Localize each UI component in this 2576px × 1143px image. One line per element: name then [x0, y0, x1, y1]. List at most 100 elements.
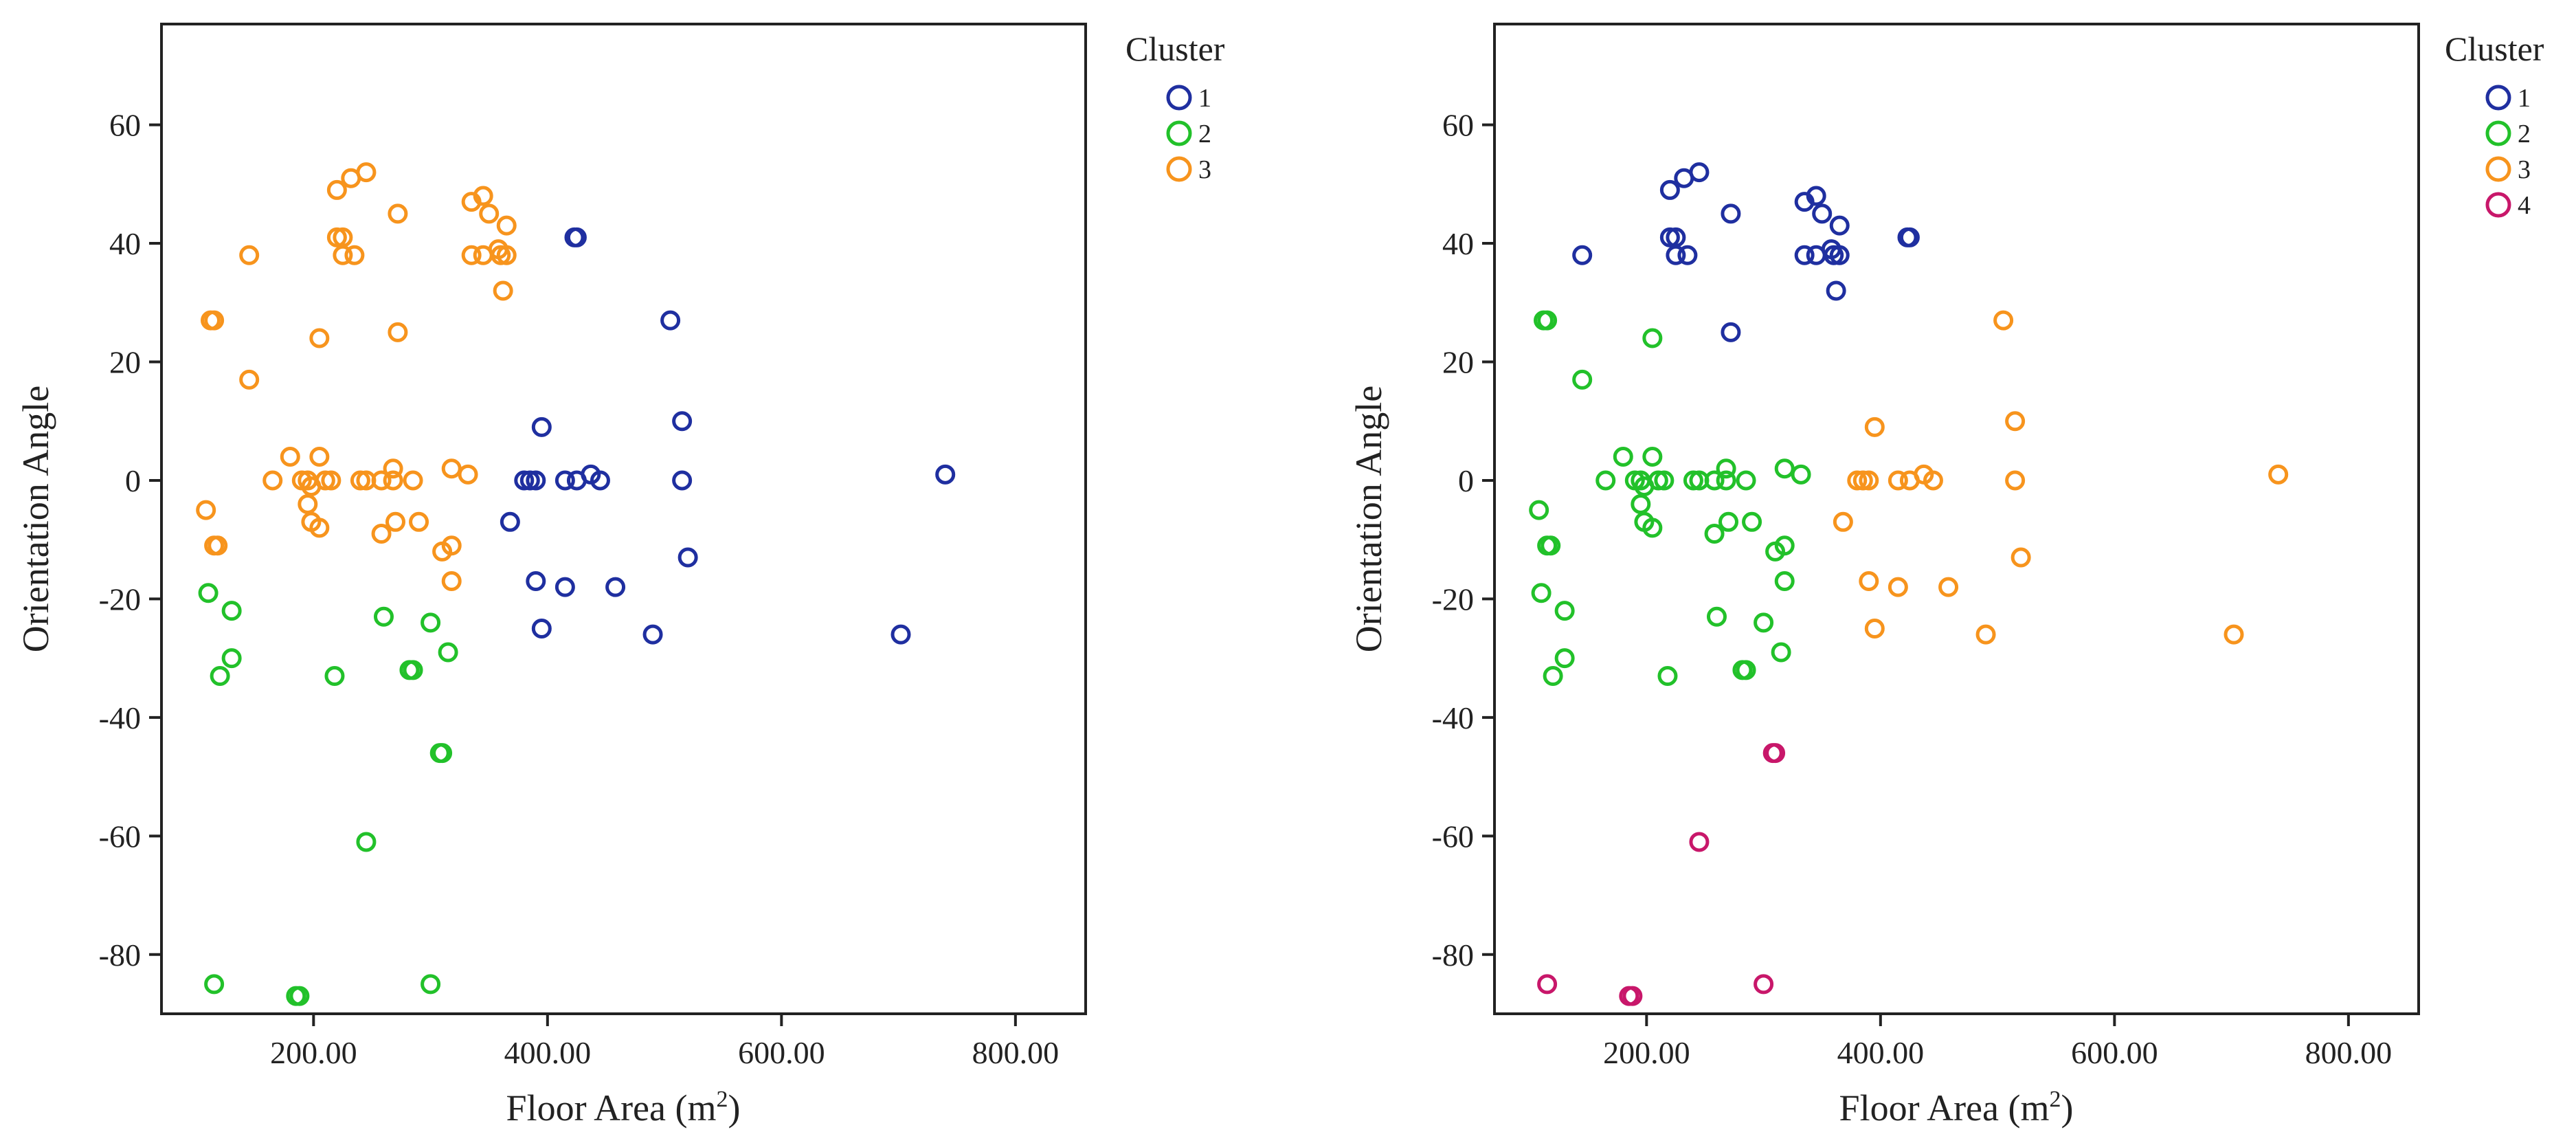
data-point-cluster-1	[1666, 245, 1686, 265]
data-point-cluster-3	[262, 470, 283, 491]
data-point-cluster-2	[1736, 470, 1756, 491]
data-point-cluster-2	[1754, 612, 1774, 633]
data-point-cluster-1	[500, 511, 520, 532]
data-point-cluster-1	[891, 624, 911, 645]
legend-label: 3	[2518, 155, 2531, 184]
legend-marker	[1166, 85, 1192, 111]
data-point-cluster-3	[1864, 619, 1885, 639]
data-point-cluster-1	[1829, 245, 1850, 265]
data-point-cluster-3	[432, 541, 453, 562]
y-tick-label: -60	[99, 819, 141, 854]
legend-marker	[2485, 85, 2511, 111]
data-point-cluster-3	[1833, 511, 1853, 532]
legend-marker	[1166, 156, 1192, 182]
scatter-chart-right: 200.00 400.00 600.00 800.00 -80 -60 -40 -20 0 20 4…	[1348, 23, 2544, 1129]
x-tick-label: 800.00	[972, 1035, 1060, 1070]
data-point-cluster-3	[341, 168, 361, 188]
data-point-cluster-3	[496, 245, 517, 265]
scatter-chart-left: 200.00 400.00 600.00 800.00 -80 -60 -40 -20 0 20 4…	[15, 23, 1225, 1129]
data-point-cluster-3	[1993, 310, 2014, 331]
y-tick-label: 40	[109, 226, 141, 261]
data-point-cluster-4	[1622, 986, 1643, 1006]
legend: 1 2 3	[1166, 84, 1211, 184]
data-point-cluster-3	[491, 245, 511, 265]
data-point-cluster-2	[1543, 666, 1563, 687]
data-point-cluster-2	[1716, 470, 1736, 491]
data-point-cluster-2	[421, 612, 441, 633]
x-tick-label: 200.00	[1603, 1035, 1690, 1070]
data-point-cluster-3	[309, 446, 330, 467]
legend-label: 2	[2518, 120, 2531, 148]
data-point-cluster-3	[196, 500, 216, 520]
data-point-cluster-2	[1642, 446, 1663, 467]
legend-marker	[2485, 120, 2511, 146]
tick-layer: 200.00 400.00 600.00 800.00 -80 -60 -40 -20 0 20 4…	[1432, 108, 2392, 1070]
data-point-cluster-1	[1659, 179, 1680, 200]
data-point-cluster-3	[333, 245, 353, 265]
data-point-cluster-1	[555, 577, 575, 597]
data-point-cluster-3	[496, 215, 517, 236]
data-point-cluster-1	[1824, 245, 1844, 265]
data-point-cluster-3	[385, 511, 406, 532]
data-point-cluster-3	[1923, 470, 1943, 491]
data-point-cluster-1	[605, 577, 626, 597]
x-tick-label: 800.00	[2305, 1035, 2393, 1070]
data-point-cluster-1	[1674, 168, 1694, 188]
data-point-cluster-2	[1654, 470, 1675, 491]
tick-layer: 200.00 400.00 600.00 800.00 -80 -60 -40 -20 0 20 4…	[99, 108, 1059, 1070]
y-tick-label: 0	[125, 463, 141, 498]
data-point-cluster-3	[309, 328, 330, 348]
data-point-cluster-2	[1572, 369, 1593, 390]
data-point-cluster-2	[1613, 446, 1633, 467]
data-point-cluster-4	[1765, 743, 1786, 764]
data-point-cluster-1	[1721, 203, 1741, 224]
data-point-cluster-1	[1659, 227, 1680, 247]
data-point-cluster-1	[1677, 245, 1698, 265]
data-point-cluster-3	[208, 535, 228, 556]
y-tick-label: 20	[1442, 344, 1474, 379]
data-point-cluster-4	[1537, 974, 1558, 995]
data-point-cluster-2	[421, 974, 441, 995]
data-point-cluster-2	[1771, 642, 1791, 663]
data-point-cluster-2	[1704, 524, 1725, 544]
y-tick-label: -20	[1432, 581, 1474, 617]
data-point-cluster-2	[1541, 535, 1561, 556]
data-point-cluster-3	[2224, 624, 2244, 645]
y-tick-label: -40	[99, 700, 141, 735]
legend: 1 2 3 4	[2485, 84, 2531, 220]
data-point-cluster-1	[531, 619, 552, 639]
data-point-cluster-2	[1742, 511, 1762, 532]
data-point-cluster-1	[526, 470, 546, 491]
data-point-cluster-2	[356, 832, 377, 852]
data-point-cluster-3	[1938, 577, 1959, 597]
legend-marker	[2485, 156, 2511, 182]
data-point-cluster-1	[642, 624, 663, 645]
x-tick-label: 200.00	[270, 1035, 357, 1070]
data-point-cluster-3	[301, 476, 322, 497]
data-point-cluster-1	[519, 470, 540, 491]
legend-item-2: 2	[2485, 120, 2531, 148]
data-point-cluster-3	[1864, 417, 1885, 437]
data-point-cluster-2	[324, 666, 345, 687]
x-tick-label: 600.00	[2071, 1035, 2158, 1070]
plot-frame	[160, 23, 1087, 1015]
data-point-cluster-2	[1657, 666, 1678, 687]
data-point-cluster-2	[1554, 601, 1575, 621]
data-point-cluster-1	[935, 464, 956, 485]
legend-label: 4	[2518, 191, 2531, 220]
data-point-cluster-1	[1829, 215, 1850, 236]
data-point-cluster-3	[2005, 411, 2026, 432]
data-point-cluster-1	[1794, 192, 1815, 212]
data-point-cluster-2	[204, 974, 225, 995]
data-point-cluster-2	[1634, 476, 1655, 497]
data-point-cluster-3	[239, 369, 260, 390]
data-point-cluster-3	[1859, 470, 1879, 491]
data-point-cluster-2	[1706, 606, 1727, 627]
data-point-cluster-2	[221, 601, 242, 621]
data-point-cluster-2	[210, 666, 230, 687]
data-point-cluster-2	[1765, 541, 1786, 562]
data-point-cluster-3	[326, 227, 347, 247]
data-point-cluster-1	[672, 470, 693, 491]
data-point-cluster-3	[383, 458, 403, 479]
data-point-cluster-3	[1852, 470, 1873, 491]
